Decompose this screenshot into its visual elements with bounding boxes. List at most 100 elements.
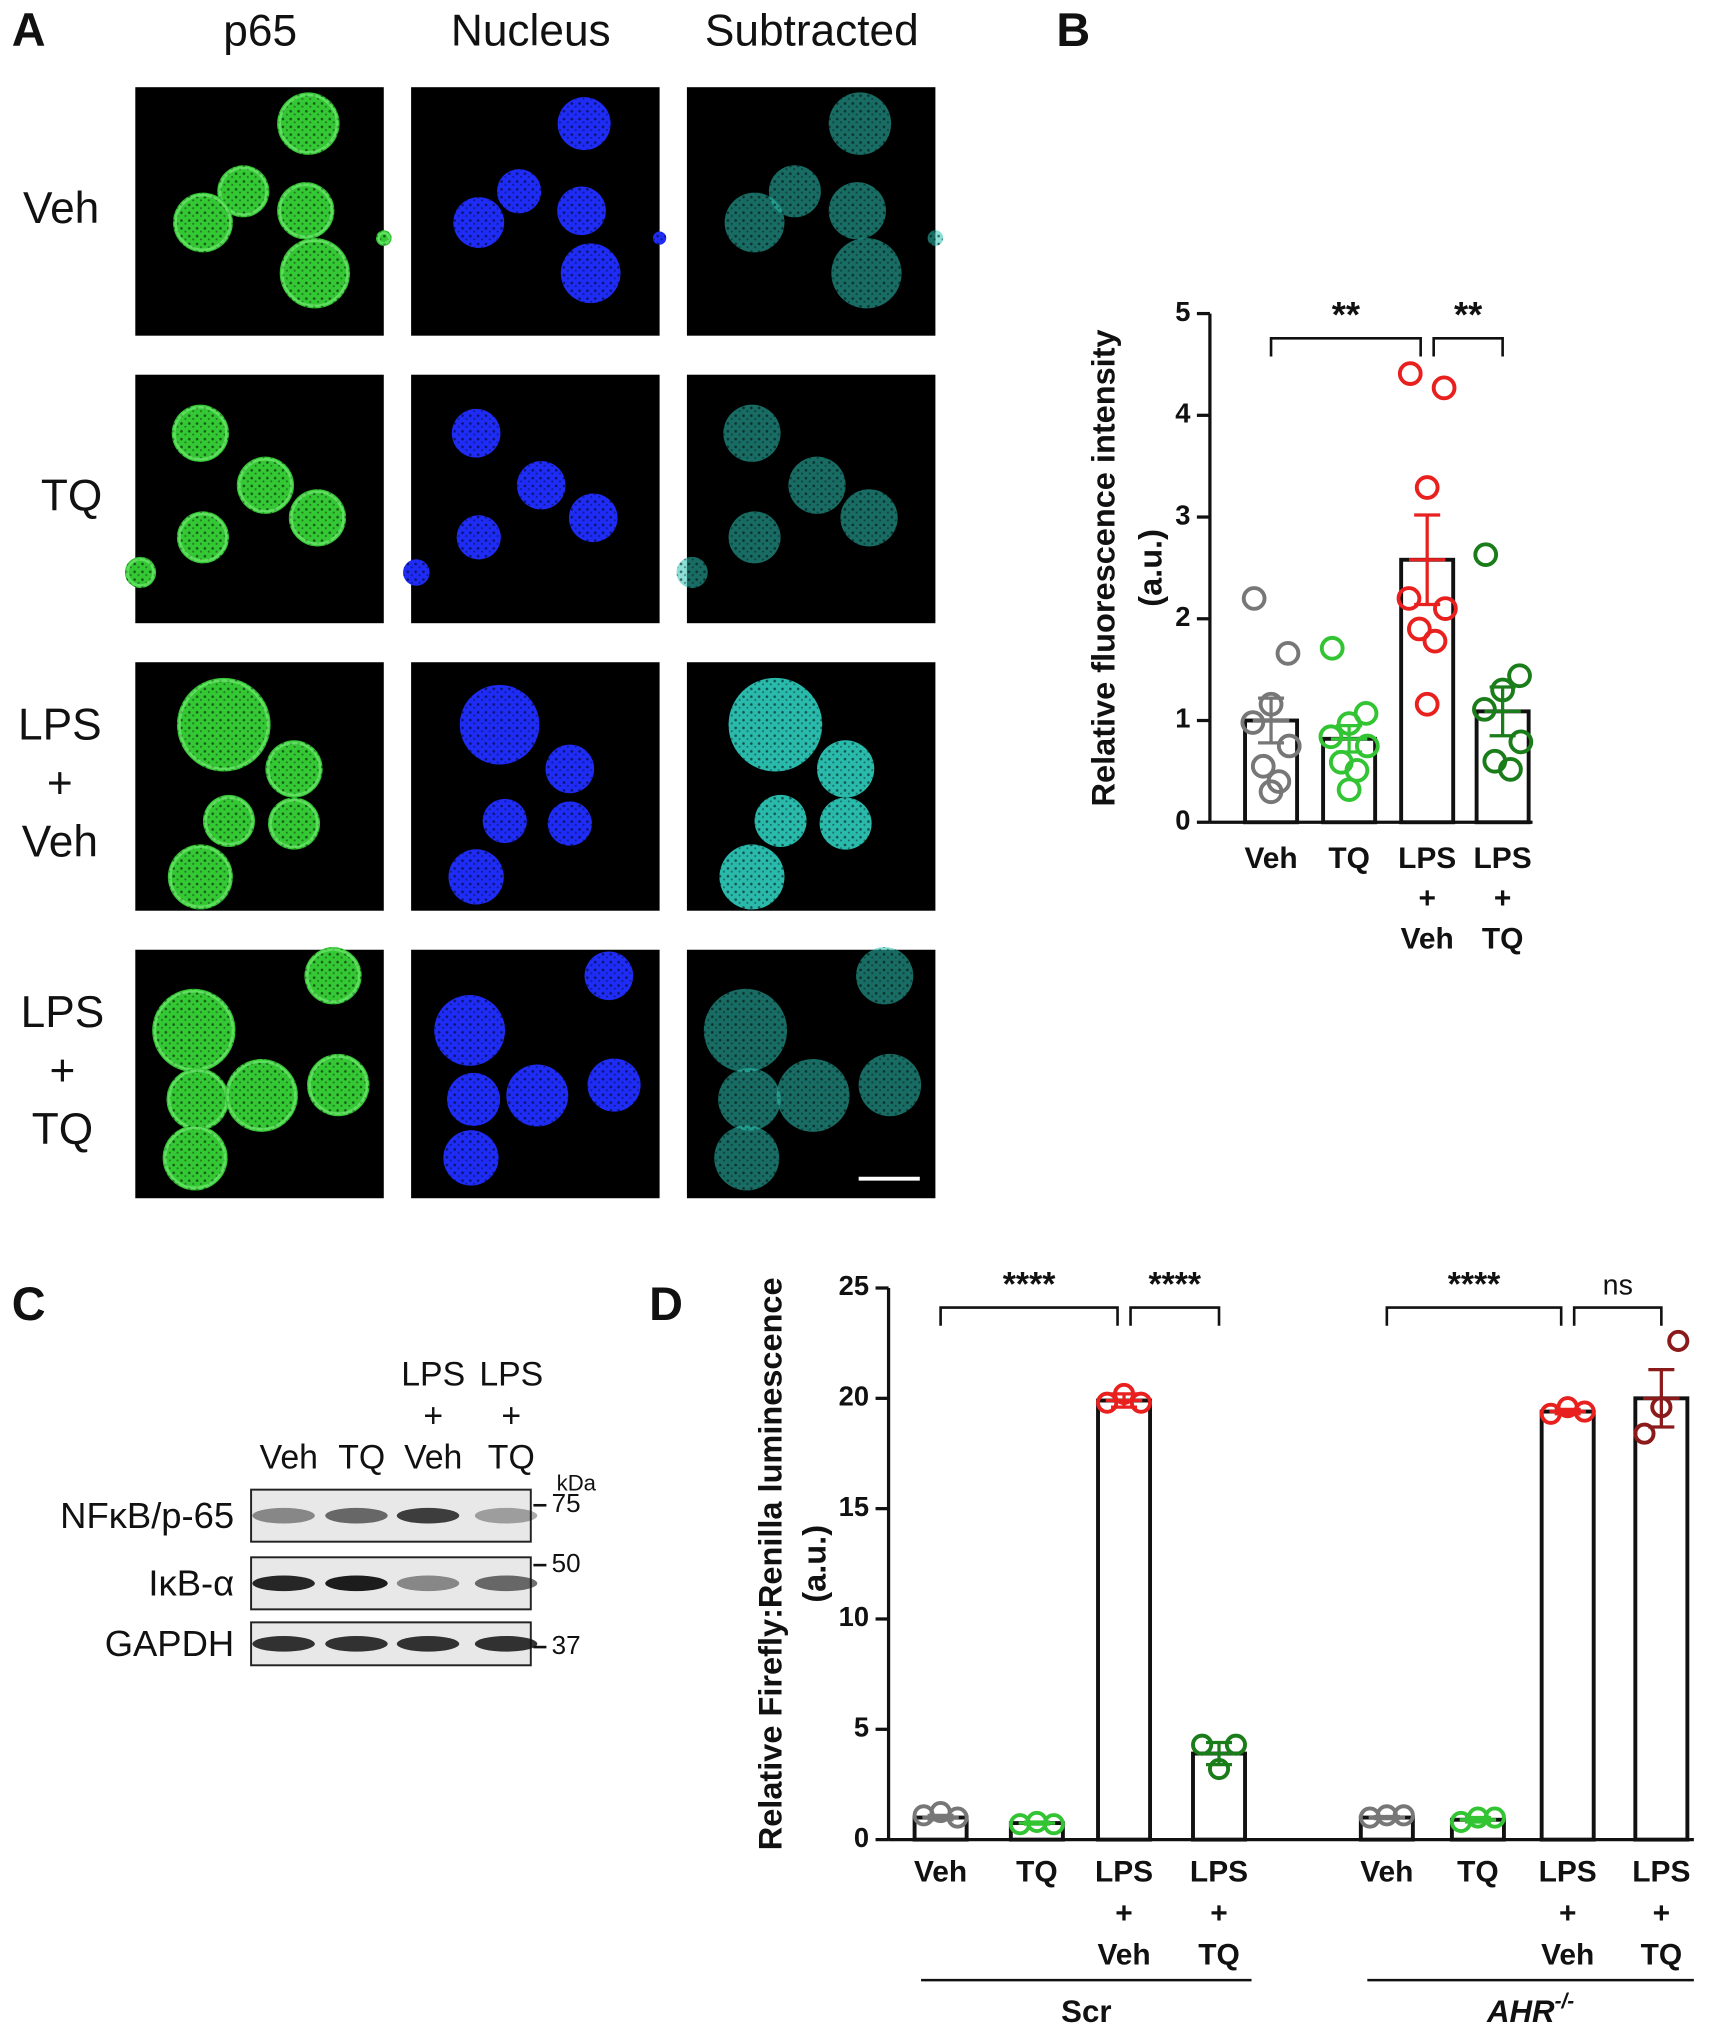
cell-texture bbox=[459, 684, 540, 765]
marker-label: 50 bbox=[552, 1548, 581, 1578]
cell-texture bbox=[819, 797, 872, 850]
marker-label: 75 bbox=[552, 1488, 581, 1518]
x-tick-label: TQ bbox=[1328, 842, 1370, 875]
cell-membrane bbox=[269, 798, 319, 849]
y-tick-label: 20 bbox=[839, 1381, 869, 1412]
cell-texture bbox=[403, 559, 430, 586]
x-tick-label: Veh bbox=[914, 1855, 967, 1888]
micrograph bbox=[676, 374, 936, 624]
cell-texture bbox=[277, 92, 340, 155]
cell-texture bbox=[927, 230, 944, 246]
cell-texture bbox=[568, 493, 618, 543]
micrograph bbox=[686, 662, 936, 911]
data-point bbox=[1042, 1813, 1065, 1836]
micrograph bbox=[124, 374, 384, 624]
cell-texture bbox=[723, 404, 781, 462]
row-label: TQ bbox=[41, 472, 102, 521]
cell-texture bbox=[828, 182, 886, 240]
significance-bracket bbox=[1432, 336, 1504, 357]
y-axis-label: (a.u.) bbox=[1132, 529, 1168, 607]
cell-texture bbox=[776, 1059, 850, 1132]
cell-texture bbox=[173, 192, 233, 253]
cell-texture bbox=[217, 165, 270, 218]
cell-texture bbox=[265, 740, 323, 798]
data-point bbox=[1240, 710, 1266, 735]
data-point bbox=[1392, 1804, 1415, 1827]
cell-texture bbox=[279, 238, 350, 309]
cell-membrane bbox=[173, 405, 228, 461]
row-label: Veh bbox=[22, 818, 98, 867]
cell-texture bbox=[496, 169, 542, 214]
panel-letter: A bbox=[12, 4, 46, 56]
bar bbox=[1096, 1398, 1153, 1842]
x-tick-label: LPS bbox=[1539, 1855, 1597, 1888]
x-tick-label: Veh bbox=[1360, 1855, 1413, 1888]
x-tick-label: + bbox=[1559, 1897, 1576, 1930]
panel-letter: D bbox=[649, 1278, 683, 1330]
y-axis-label: Relative fluorescence intensity bbox=[1085, 329, 1121, 806]
y-tick-label: 1 bbox=[1175, 703, 1190, 734]
cell-membrane bbox=[278, 183, 334, 239]
cell-texture bbox=[506, 1064, 569, 1127]
data-point bbox=[1275, 641, 1301, 666]
cell-texture bbox=[584, 951, 634, 1001]
x-tick-label: LPS bbox=[1095, 1855, 1153, 1888]
data-point bbox=[1650, 1396, 1673, 1419]
micrograph bbox=[686, 947, 936, 1199]
y-axis-label: (a.u.) bbox=[797, 1525, 833, 1603]
cell-membrane bbox=[308, 1055, 369, 1115]
cell-texture bbox=[443, 1130, 499, 1186]
row-label: + bbox=[47, 759, 73, 808]
cell-texture bbox=[268, 797, 321, 850]
significance-label: **** bbox=[1448, 1266, 1501, 1304]
cell-texture bbox=[724, 192, 785, 253]
data-point bbox=[1397, 361, 1423, 386]
data-point bbox=[1414, 691, 1440, 717]
panel-letter: C bbox=[12, 1278, 46, 1330]
cell-texture bbox=[728, 511, 781, 564]
data-point bbox=[1433, 596, 1458, 621]
cell-texture bbox=[714, 1125, 780, 1191]
cell-texture bbox=[225, 1059, 298, 1132]
row-label: Veh bbox=[23, 184, 99, 233]
cell-texture bbox=[718, 1068, 781, 1131]
x-tick-label: + bbox=[1494, 882, 1511, 915]
cell-texture bbox=[652, 231, 667, 245]
lane-label: LPS bbox=[479, 1355, 543, 1393]
cell-texture bbox=[676, 556, 708, 589]
lane-label: + bbox=[501, 1397, 521, 1435]
cell-texture bbox=[166, 1068, 229, 1131]
data-point bbox=[1250, 753, 1276, 779]
panel-letter: B bbox=[1056, 4, 1090, 56]
data-point bbox=[1473, 542, 1499, 568]
column-header: Subtracted bbox=[705, 7, 919, 56]
data-point bbox=[1258, 779, 1284, 805]
y-tick-label: 15 bbox=[839, 1491, 869, 1522]
significance-bracket bbox=[1269, 336, 1422, 357]
cell-texture bbox=[167, 844, 233, 910]
data-point bbox=[1483, 1806, 1506, 1829]
bar bbox=[1191, 1751, 1247, 1842]
data-point bbox=[1319, 635, 1345, 661]
cell-membrane bbox=[178, 679, 270, 771]
cell-texture bbox=[768, 165, 821, 218]
y-tick-label: 5 bbox=[1175, 296, 1190, 327]
cell-texture bbox=[124, 556, 157, 589]
y-tick-label: 25 bbox=[839, 1270, 869, 1301]
cell-membrane bbox=[226, 1060, 297, 1131]
group-label: AHR-/- bbox=[1486, 1990, 1574, 2029]
data-point bbox=[1191, 1733, 1214, 1756]
cell-texture bbox=[236, 456, 295, 514]
cell-texture bbox=[703, 988, 788, 1073]
lane-label: Veh bbox=[260, 1439, 318, 1477]
micrograph bbox=[411, 87, 667, 336]
data-point bbox=[1431, 375, 1457, 401]
y-tick-label: 2 bbox=[1175, 601, 1190, 632]
cell-texture bbox=[719, 844, 785, 910]
x-tick-label: Veh bbox=[1541, 1939, 1594, 1972]
lane-label: + bbox=[423, 1397, 443, 1435]
marker-label: 37 bbox=[552, 1630, 581, 1660]
x-tick-label: TQ bbox=[1641, 1939, 1683, 1972]
cell-texture bbox=[176, 677, 271, 772]
significance-bracket bbox=[1129, 1306, 1221, 1326]
